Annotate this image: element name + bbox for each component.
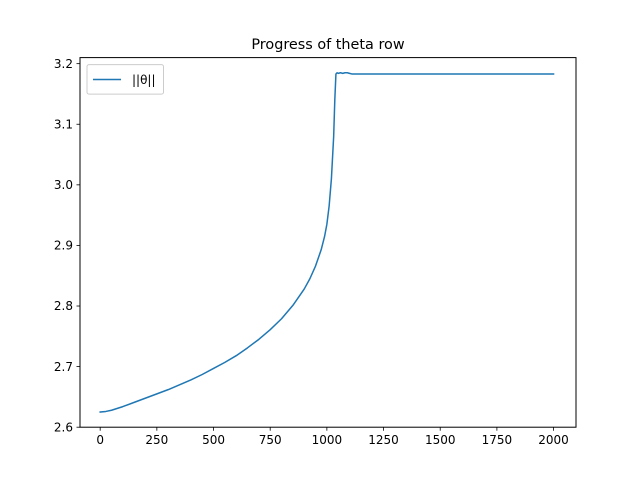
y-axis: 2.6 2.7 2.8 2.9 3.0 3.1 3.2 [54, 57, 80, 434]
y-tick-label: 2.8 [54, 299, 73, 313]
legend-label: ||θ|| [132, 73, 156, 87]
plot-marks [99, 72, 555, 413]
y-tick-label: 3.0 [54, 178, 73, 192]
y-tick-label: 2.6 [54, 420, 73, 434]
y-tick-label: 2.9 [54, 239, 73, 253]
y-tick-label: 3.2 [54, 57, 73, 71]
series-line-0 [99, 72, 555, 413]
legend: ||θ|| [86, 64, 164, 95]
chart-title: Progress of theta row [251, 37, 404, 53]
x-tick-label: 0 [96, 433, 104, 447]
plot-frame [79, 57, 577, 428]
x-axis: 0 250 500 750 1000 1250 1500 1750 2000 [96, 427, 569, 447]
y-tick-label: 2.7 [54, 360, 73, 374]
x-tick-label: 250 [145, 433, 168, 447]
y-tick-label: 3.1 [54, 117, 73, 131]
x-tick-label: 750 [259, 433, 282, 447]
x-tick-label: 1250 [368, 433, 399, 447]
x-tick-label: 2000 [538, 433, 569, 447]
x-tick-label: 1500 [425, 433, 456, 447]
x-tick-label: 500 [202, 433, 225, 447]
x-tick-label: 1750 [482, 433, 513, 447]
legend-box [86, 64, 164, 95]
x-tick-label: 1000 [312, 433, 343, 447]
